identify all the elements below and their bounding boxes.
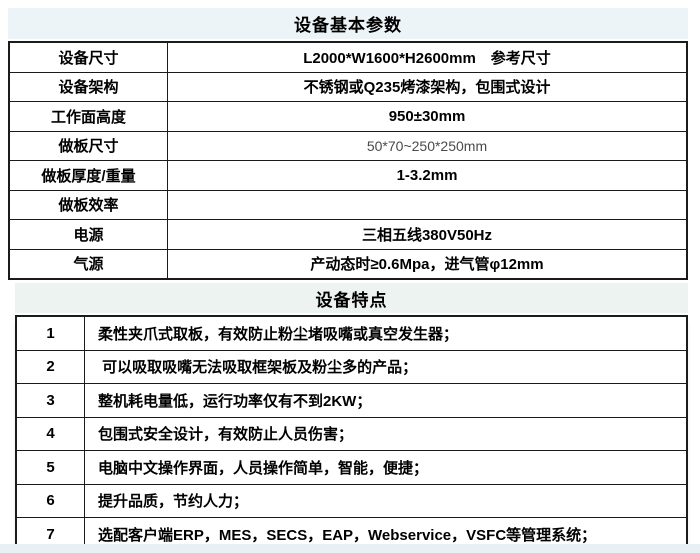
spec-label: 做板效率 <box>8 189 168 220</box>
feature-text: 可以吸取吸嘴无法吸取框架板及粉尘多的产品； <box>84 349 688 384</box>
bottom-background-strip <box>0 544 700 553</box>
features-table-body: 1 柔性夹爪式取板，有效防止粉尘堵吸嘴或真空发生器； 2 可以吸取吸嘴无法吸取框架板… <box>15 315 688 552</box>
spec-table-title: 设备基本参数 <box>8 8 688 39</box>
feature-row: 3 整机耗电量低，运行功率仅有不到2KW； <box>15 383 688 418</box>
feature-number: 3 <box>15 383 85 418</box>
spec-row: 做板效率 <box>8 189 688 220</box>
feature-number: 4 <box>15 416 85 451</box>
features-table-title: 设备特点 <box>15 283 688 313</box>
spec-table: 设备尺寸 L2000*W1600*H2600mm 参考尺寸 设备架构 不锈钢或Q235… <box>8 41 688 280</box>
spec-label: 气源 <box>8 248 168 280</box>
spec-label: 做板厚度/重量 <box>8 160 168 191</box>
features-table: 1 柔性夹爪式取板，有效防止粉尘堵吸嘴或真空发生器； 2 可以吸取吸嘴无法吸取框架板… <box>15 315 688 553</box>
feature-number: 1 <box>15 315 85 351</box>
spec-table-body: 设备尺寸 L2000*W1600*H2600mm 参考尺寸 设备架构 不锈钢或Q235… <box>8 41 688 280</box>
feature-row: 4 包围式安全设计，有效防止人员伤害； <box>15 416 688 451</box>
spec-label: 电源 <box>8 219 168 250</box>
spec-value: L2000*W1600*H2600mm 参考尺寸 <box>167 41 688 73</box>
spec-label: 工作面高度 <box>8 101 168 132</box>
feature-row: 5 电脑中文操作界面，人员操作简单，智能，便捷； <box>15 450 688 485</box>
spec-row: 做板尺寸 50*70~250*250mm <box>8 130 688 161</box>
feature-number: 2 <box>15 349 85 384</box>
feature-text: 电脑中文操作界面，人员操作简单，智能，便捷； <box>84 450 688 485</box>
spec-row: 电源 三相五线380V50Hz <box>8 219 688 250</box>
feature-row: 1 柔性夹爪式取板，有效防止粉尘堵吸嘴或真空发生器； <box>15 315 688 351</box>
spec-value: 产动态时≥0.6Mpa，进气管φ12mm <box>167 248 688 280</box>
spec-label: 设备尺寸 <box>8 41 168 73</box>
feature-text: 柔性夹爪式取板，有效防止粉尘堵吸嘴或真空发生器； <box>84 315 688 351</box>
feature-text: 提升品质，节约人力； <box>84 483 688 518</box>
spec-label: 做板尺寸 <box>8 130 168 161</box>
spec-value <box>167 189 688 220</box>
feature-number: 6 <box>15 483 85 518</box>
spec-value: 950±30mm <box>167 101 688 132</box>
spec-row: 设备尺寸 L2000*W1600*H2600mm 参考尺寸 <box>8 41 688 73</box>
feature-text: 整机耗电量低，运行功率仅有不到2KW； <box>84 383 688 418</box>
spec-row: 设备架构 不锈钢或Q235烤漆架构，包围式设计 <box>8 71 688 102</box>
spec-row: 气源 产动态时≥0.6Mpa，进气管φ12mm <box>8 248 688 280</box>
spec-row: 做板厚度/重量 1-3.2mm <box>8 160 688 191</box>
feature-row: 6 提升品质，节约人力； <box>15 483 688 518</box>
spec-value: 50*70~250*250mm <box>167 130 688 161</box>
spec-value: 不锈钢或Q235烤漆架构，包围式设计 <box>167 71 688 102</box>
spec-value: 1-3.2mm <box>167 160 688 191</box>
feature-row: 2 可以吸取吸嘴无法吸取框架板及粉尘多的产品； <box>15 349 688 384</box>
feature-number: 5 <box>15 450 85 485</box>
spec-label: 设备架构 <box>8 71 168 102</box>
feature-text: 包围式安全设计，有效防止人员伤害； <box>84 416 688 451</box>
spec-value: 三相五线380V50Hz <box>167 219 688 250</box>
spec-row: 工作面高度 950±30mm <box>8 101 688 132</box>
